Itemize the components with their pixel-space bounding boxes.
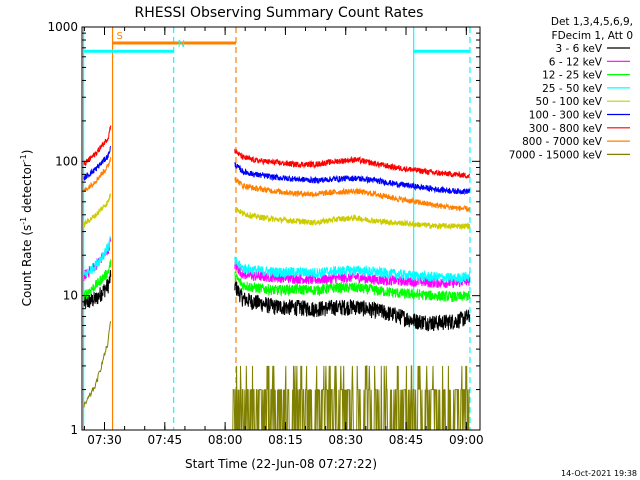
series-4 [83,193,471,231]
plot-frame [81,26,481,431]
y-axis-label-mid: detector [20,162,34,217]
series-line-2-seg1 [234,271,471,303]
series-line-2-seg0 [83,259,112,301]
legend-label-1: 6 - 12 keV [549,56,603,68]
legend-label-0: 3 - 6 keV [555,43,602,55]
x-tick-label-3: 08:15 [268,433,303,447]
legend-label-8: 7000 - 15000 keV [509,149,603,161]
y-axis-label-end: ) [20,150,34,155]
series-line-7-seg0 [83,156,112,192]
series-line-0-seg1 [234,280,471,332]
x-axis-label: Start Time (22-Jun-08 07:27:22) [185,457,377,471]
x-tick-label-2: 08:00 [208,433,243,447]
chart-title: RHESSI Observing Summary Count Rates [135,5,424,21]
series-line-4-seg1 [234,207,471,231]
series-line-3-seg0 [83,236,112,278]
legend-label-2: 12 - 25 keV [542,70,603,82]
legend-label-6: 300 - 800 keV [529,123,603,135]
annotation-layer: SN [83,27,471,430]
y-tick-label-1: 10 [63,289,78,303]
x-tick-label-0: 07:30 [87,433,122,447]
series-7 [83,156,471,212]
series-line-5-seg0 [83,145,112,181]
series-line-7-seg1 [234,176,471,212]
footer-date: 14-Oct-2021 19:38 [561,469,637,478]
series-line-3-seg1 [234,256,471,283]
series-0 [83,269,471,332]
series-line-8-seg0 [83,321,111,408]
x-tick-label-5: 08:45 [389,433,424,447]
series-line-4-seg0 [83,193,111,229]
series-layer [83,125,471,431]
y-tick-label-2: 100 [55,154,78,168]
flag-label-1: N [178,39,185,50]
legend-label-4: 50 - 100 keV [535,96,602,108]
series-5 [83,145,471,196]
y-tick-label-3: 1000 [47,20,78,34]
series-6 [83,125,470,180]
x-tick-label-6: 09:00 [449,433,484,447]
legend-label-5: 100 - 300 keV [529,110,603,122]
legend-header-line-1: Det 1,3,4,5,6,9, [551,16,633,28]
y-axis-label-sup1: -1 [19,217,28,225]
legend-header-line-2: FDecim 1, Att 0 [552,30,633,42]
series-2 [83,259,471,303]
series-line-0-seg0 [83,269,112,309]
x-tick-label-4: 08:30 [328,433,363,447]
x-tick-label-1: 07:45 [148,433,183,447]
y-axis-label: Count Rate (s-1 detector-1) [19,150,34,307]
y-tick-label-0: 1 [70,423,78,437]
series-line-6-seg0 [83,125,112,167]
legend: Det 1,3,4,5,6,9, FDecim 1, Att 0 3 - 6 k… [509,16,633,161]
legend-label-7: 800 - 7000 keV [522,136,603,148]
y-axis-label-main: Count Rate (s [20,225,34,307]
series-line-5-seg1 [234,162,471,196]
axis-layer: 07:30 07:45 08:00 08:15 08:30 08:45 09:00 1 10 10… [47,20,483,447]
series-3 [83,236,471,283]
flag-label-0: S [117,31,123,42]
legend-label-3: 25 - 50 keV [542,83,603,95]
y-axis-label-sup2: -1 [19,154,28,162]
series-line-6-seg1 [234,148,470,180]
